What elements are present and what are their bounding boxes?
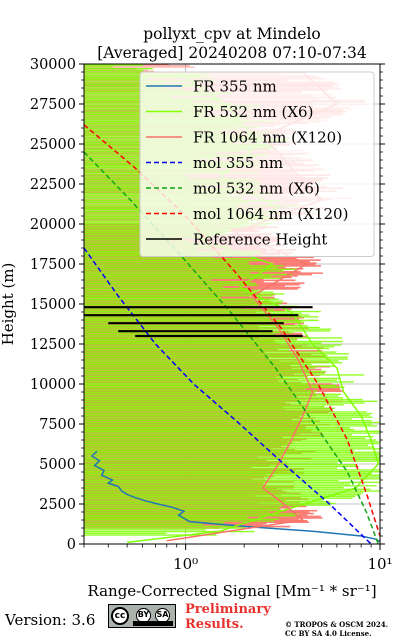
legend-label: mol 355 nm xyxy=(193,154,283,172)
y-tick-label: 7500 xyxy=(39,417,76,433)
preliminary-line-1: Preliminary xyxy=(185,602,271,617)
cc-icon: cc xyxy=(111,607,129,625)
y-axis-label: Height (m) xyxy=(0,263,17,346)
y-tick-label: 0 xyxy=(67,537,76,553)
y-tick-label: 2500 xyxy=(39,497,76,513)
copyright-line-2: CC BY SA 4.0 License. xyxy=(285,629,372,638)
preliminary-notice: Preliminary Results. xyxy=(185,602,271,632)
y-tick-label: 10000 xyxy=(30,377,76,393)
copyright-line-1: © TROPOS & OSCM 2024. xyxy=(285,620,389,629)
x-axis-label: Range-Corrected Signal [Mm⁻¹ * sr⁻¹] xyxy=(87,582,376,600)
legend-label: Reference Height xyxy=(193,231,327,249)
y-axis-ticks: 0 2500 5000 7500 10000 12500 15000 17500 20000 22… xyxy=(30,57,385,553)
chart-subtitle: [Averaged] 20240208 07:10-07:34 xyxy=(97,44,367,62)
y-tick-label: 22500 xyxy=(30,177,76,193)
y-tick-label: 27500 xyxy=(30,97,76,113)
series-mol-355-nm xyxy=(84,247,372,544)
y-tick-label: 5000 xyxy=(39,457,76,473)
version-label: Version: 3.6 xyxy=(5,611,96,629)
preliminary-line-2: Results. xyxy=(185,617,244,632)
legend-label: FR 355 nm xyxy=(193,78,277,96)
x-axis-ticks: 10⁰ 10¹ xyxy=(83,544,393,573)
y-tick-label: 30000 xyxy=(30,57,76,73)
x-tick-label: 10¹ xyxy=(367,555,392,573)
y-tick-label: 12500 xyxy=(30,337,76,353)
legend-label: FR 1064 nm (X120) xyxy=(193,129,342,147)
legend-label: mol 1064 nm (X120) xyxy=(193,205,348,223)
cc-license-badge: cc BY SA xyxy=(108,604,176,628)
x-tick-label: 10⁰ xyxy=(173,555,198,573)
legend-label: mol 532 nm (X6) xyxy=(193,180,320,198)
y-tick-label: 20000 xyxy=(30,217,76,233)
copyright-notice: © TROPOS & OSCM 2024. CC BY SA 4.0 Licen… xyxy=(285,620,388,638)
badge-band xyxy=(133,621,173,626)
legend-label: FR 532 nm (X6) xyxy=(193,103,313,121)
legend: FR 355 nm FR 532 nm (X6) FR 1064 nm (X120)… xyxy=(139,71,375,257)
y-tick-label: 25000 xyxy=(30,137,76,153)
series-fr-355-nm xyxy=(90,450,380,543)
legend-box xyxy=(139,71,375,257)
y-tick-label: 17500 xyxy=(30,257,76,273)
y-tick-label: 15000 xyxy=(30,297,76,313)
chart-title: pollyxt_cpv at Mindelo xyxy=(143,25,321,43)
